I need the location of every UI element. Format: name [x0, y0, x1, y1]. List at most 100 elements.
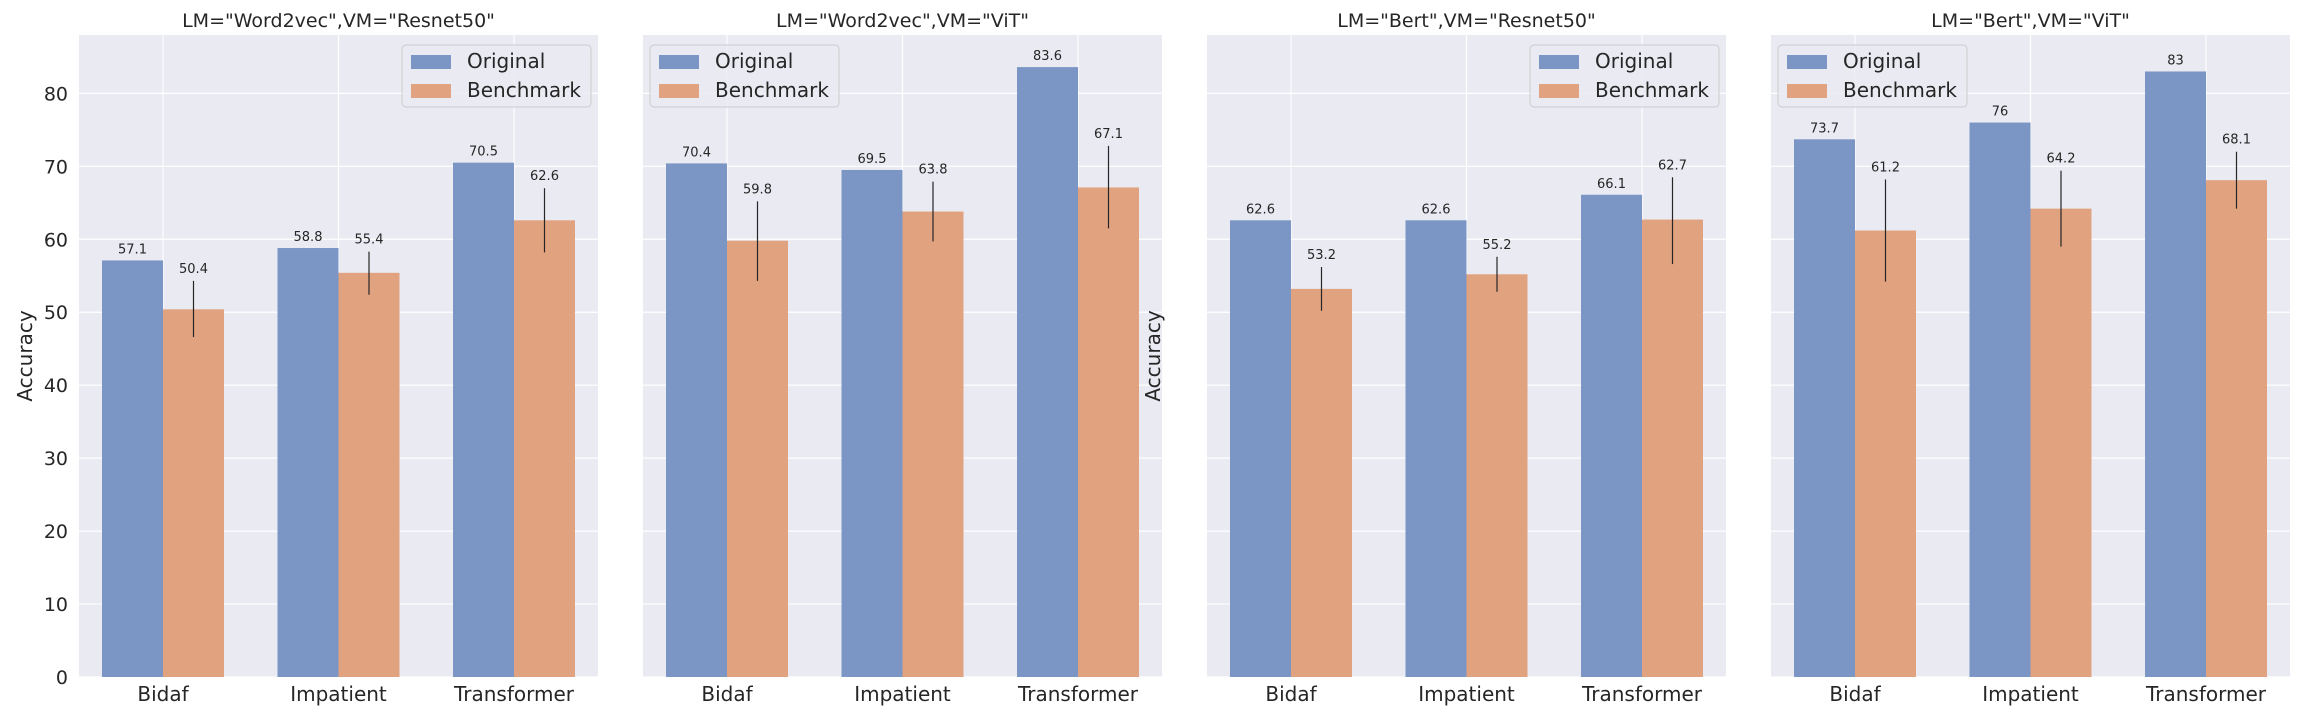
chart-panel-3: 62.6 62.6 66.1 53.2 55.2 62.7 Bidaf Impatient Tr…	[1141, 10, 1726, 706]
bar-original	[1581, 194, 1642, 678]
x-tick-label: Impatient	[290, 682, 387, 706]
data-label: 73.7	[1810, 121, 1839, 136]
bar-original	[2145, 71, 2206, 677]
x-tick-label: Transformer	[1581, 682, 1703, 706]
data-label: 83	[2167, 53, 2184, 68]
bar-benchmark	[1642, 219, 1703, 677]
data-label: 68.1	[2222, 133, 2251, 148]
y-tick-label: 60	[44, 229, 68, 251]
data-label: 62.6	[530, 169, 559, 184]
y-tick-label: 20	[44, 521, 68, 543]
y-tick-label: 10	[44, 594, 68, 616]
data-label: 67.1	[1094, 127, 1123, 142]
data-label: 62.6	[1422, 202, 1451, 217]
bar-benchmark	[902, 211, 964, 678]
data-label: 66.1	[1597, 177, 1626, 192]
legend-swatch-benchmark	[659, 84, 699, 98]
data-label: 53.2	[1307, 248, 1336, 263]
y-tick-label: 70	[44, 156, 68, 178]
bar-benchmark	[1291, 288, 1352, 677]
data-label: 55.2	[1483, 238, 1512, 253]
chart-panel-1: 57.1 58.8 70.5 50.4 55.4 62.6 Bidaf Impatient Tr…	[13, 10, 598, 706]
x-tick-label: Bidaf	[1829, 682, 1881, 706]
bar-benchmark	[338, 272, 400, 677]
bar-original	[453, 162, 514, 677]
y-tick-label: 80	[44, 83, 68, 105]
x-tick-label: Transformer	[2145, 682, 2267, 706]
chart-panel-2: 70.4 69.5 83.6 59.8 63.8 67.1 Bidaf Impatient Tr…	[643, 10, 1162, 706]
bar-benchmark	[514, 220, 575, 677]
bar-original	[1794, 139, 1855, 677]
x-tick-label: Impatient	[1982, 682, 2079, 706]
bar-benchmark	[163, 309, 224, 677]
bar-original	[1230, 220, 1291, 677]
bar-original	[666, 163, 727, 677]
data-label: 57.1	[118, 242, 147, 257]
bar-benchmark	[1855, 230, 1916, 677]
data-label: 69.5	[858, 152, 887, 167]
chart-title: LM="Word2vec",VM="Resnet50"	[182, 10, 495, 32]
bar-original	[1969, 122, 2031, 677]
data-label: 58.8	[294, 230, 323, 245]
y-tick-label: 0	[56, 667, 68, 689]
data-label: 55.4	[355, 233, 384, 248]
legend-label-original: Original	[715, 49, 793, 73]
chart-panel-4: 73.7 76 83 61.2 64.2 68.1 Bidaf Impatient Transf…	[1771, 10, 2290, 706]
data-label: 70.5	[469, 145, 498, 160]
legend-label-original: Original	[1595, 49, 1673, 73]
data-label: 76	[1992, 105, 2009, 120]
y-axis-label: Accuracy	[1141, 310, 1165, 401]
data-label: 62.7	[1658, 158, 1687, 173]
legend-label-benchmark: Benchmark	[715, 78, 829, 102]
x-tick-label: Impatient	[854, 682, 951, 706]
chart-title: LM="Word2vec",VM="ViT"	[776, 10, 1029, 32]
bar-benchmark	[727, 240, 788, 677]
legend: Original Benchmark	[401, 44, 592, 108]
bar-benchmark	[2206, 180, 2267, 677]
legend-swatch-original	[411, 55, 451, 69]
bar-original	[841, 169, 903, 677]
x-tick-label: Bidaf	[1265, 682, 1317, 706]
y-tick-label: 40	[44, 375, 68, 397]
legend-swatch-original	[659, 55, 699, 69]
data-label: 59.8	[743, 182, 772, 197]
data-label: 70.4	[682, 145, 711, 160]
legend-swatch-original	[1539, 55, 1579, 69]
chart-title: LM="Bert",VM="Resnet50"	[1337, 10, 1596, 32]
legend: Original Benchmark	[1529, 44, 1720, 108]
legend-label-original: Original	[1843, 49, 1921, 73]
legend-label-benchmark: Benchmark	[1595, 78, 1709, 102]
x-tick-label: Impatient	[1418, 682, 1515, 706]
x-tick-label: Transformer	[453, 682, 575, 706]
bar-original	[1405, 220, 1467, 677]
legend: Original Benchmark	[1777, 44, 1968, 108]
x-tick-label: Bidaf	[701, 682, 753, 706]
bar-benchmark	[1078, 187, 1139, 677]
legend-swatch-benchmark	[1787, 84, 1827, 98]
bar-original	[277, 248, 339, 677]
bar-original	[1017, 67, 1078, 678]
bar-benchmark	[2030, 208, 2092, 677]
data-label: 64.2	[2047, 152, 2076, 167]
bar-original	[102, 260, 163, 677]
chart-title: LM="Bert",VM="ViT"	[1931, 10, 2130, 32]
data-label: 50.4	[179, 262, 208, 277]
legend-swatch-benchmark	[411, 84, 451, 98]
x-tick-label: Transformer	[1017, 682, 1139, 706]
bar-benchmark	[1466, 274, 1528, 677]
legend-label-benchmark: Benchmark	[1843, 78, 1957, 102]
legend-label-benchmark: Benchmark	[467, 78, 581, 102]
x-tick-label: Bidaf	[137, 682, 189, 706]
y-tick-label: 50	[44, 302, 68, 324]
y-tick-label: 30	[44, 448, 68, 470]
data-label: 62.6	[1246, 202, 1275, 217]
legend-swatch-original	[1787, 55, 1827, 69]
legend-swatch-benchmark	[1539, 84, 1579, 98]
legend: Original Benchmark	[649, 44, 840, 108]
data-label: 63.8	[919, 163, 948, 178]
data-label: 61.2	[1871, 160, 1900, 175]
data-label: 83.6	[1033, 49, 1062, 64]
legend-label-original: Original	[467, 49, 545, 73]
y-axis-label: Accuracy	[13, 310, 37, 401]
